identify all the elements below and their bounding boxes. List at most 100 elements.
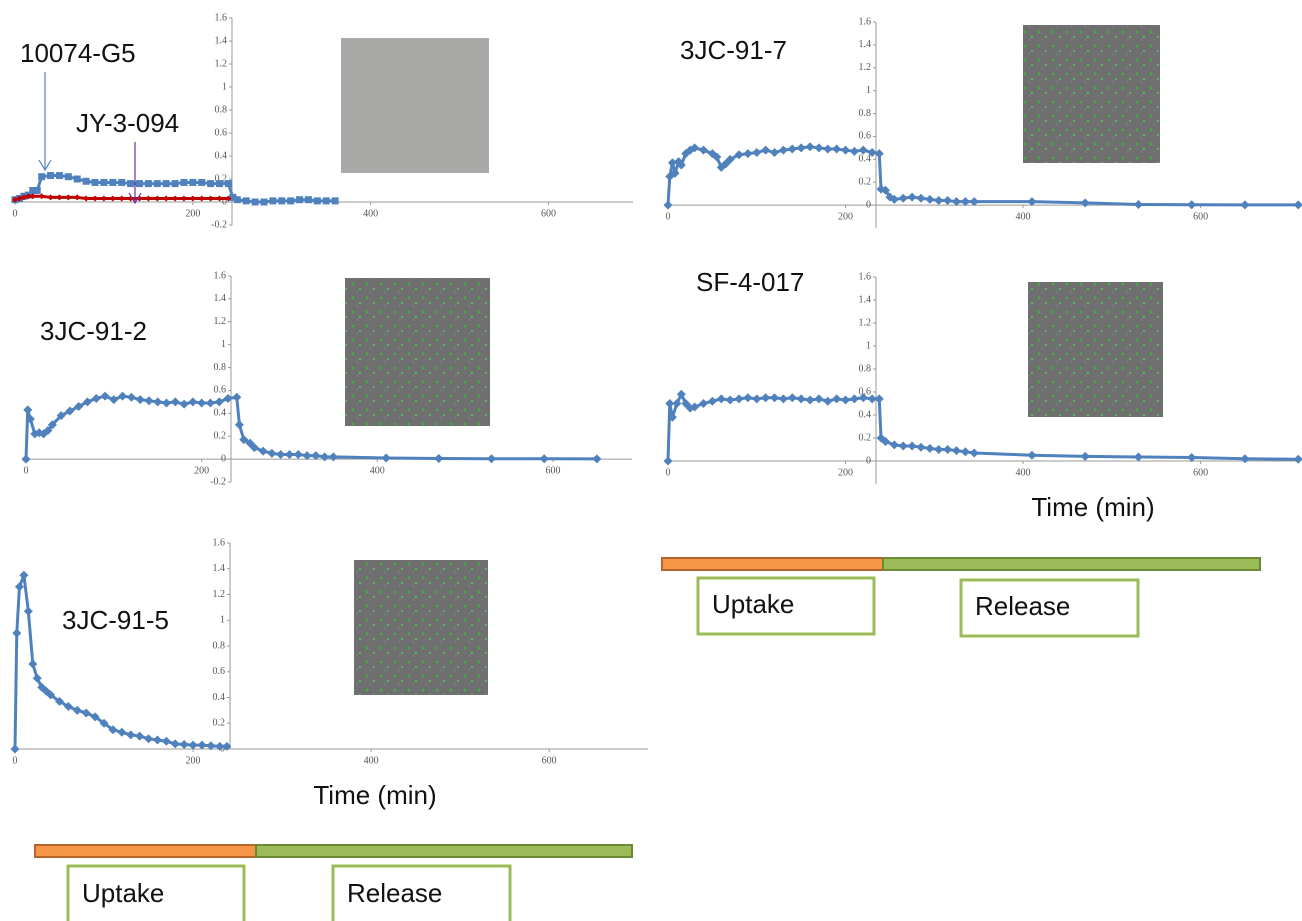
marker xyxy=(743,149,753,159)
y-tick-label: 1 xyxy=(221,339,226,350)
marker xyxy=(12,196,18,203)
marker xyxy=(82,397,92,407)
marker xyxy=(969,448,979,458)
y-tick-label: 1.2 xyxy=(213,589,226,600)
chart: 0 0.2 0.4 0.6 0.8 1 1.2 1.4 1.6 0 200 400 600 3JC-91-… xyxy=(663,16,1302,228)
marker xyxy=(761,393,771,403)
marker xyxy=(46,690,56,700)
marker xyxy=(667,158,677,168)
marker xyxy=(47,420,57,430)
marker xyxy=(109,178,117,186)
marker xyxy=(29,193,36,200)
release-label: Release xyxy=(347,878,442,908)
marker xyxy=(109,195,116,202)
marker xyxy=(916,193,926,203)
marker xyxy=(752,394,762,404)
release-bar xyxy=(882,557,1261,571)
y-tick-label: 1.2 xyxy=(859,62,872,73)
marker xyxy=(161,736,171,746)
marker xyxy=(328,452,338,462)
marker xyxy=(189,195,196,202)
uptake-label: Uptake xyxy=(82,878,164,908)
marker xyxy=(144,734,154,744)
marker xyxy=(667,412,677,422)
chart-title: SF-4-017 xyxy=(696,267,804,297)
marker xyxy=(189,178,197,186)
marker xyxy=(304,196,312,204)
y-tick-label: 1.6 xyxy=(213,537,226,548)
marker xyxy=(898,193,908,203)
marker xyxy=(925,194,935,204)
marker xyxy=(260,198,268,206)
micrograph xyxy=(354,560,488,695)
marker xyxy=(216,180,224,188)
marker xyxy=(721,159,731,169)
y-tick-label: 0 xyxy=(222,196,227,207)
marker xyxy=(898,441,908,451)
y-tick-label: 1.4 xyxy=(215,35,228,46)
marker xyxy=(311,451,321,461)
marker xyxy=(849,394,859,404)
marker xyxy=(670,168,680,178)
y-tick-label: 0 xyxy=(220,743,225,754)
marker xyxy=(725,154,735,164)
marker xyxy=(154,195,161,202)
arrow-head xyxy=(38,159,52,172)
marker xyxy=(716,394,726,404)
marker xyxy=(99,718,109,728)
marker xyxy=(23,606,33,616)
y-tick-label: -0.2 xyxy=(211,219,227,230)
marker xyxy=(805,142,815,152)
x-tick-label: 400 xyxy=(363,208,378,219)
marker xyxy=(676,160,686,170)
series-line xyxy=(666,145,1299,207)
marker xyxy=(743,393,753,403)
marker xyxy=(21,454,31,464)
marker xyxy=(135,731,145,741)
x-tick-label: 400 xyxy=(1016,467,1031,478)
marker xyxy=(1027,450,1037,460)
marker xyxy=(787,393,797,403)
micrograph xyxy=(1028,282,1163,417)
y-tick-label: 1.2 xyxy=(215,58,228,69)
marker xyxy=(296,196,304,204)
release-label: Release xyxy=(975,591,1070,621)
marker xyxy=(163,195,170,202)
y-tick-label: 0.6 xyxy=(215,127,228,138)
x-tick-label: 600 xyxy=(542,755,557,766)
marker xyxy=(681,399,691,408)
marker xyxy=(1187,453,1197,463)
marker xyxy=(934,196,944,206)
marker xyxy=(814,394,824,404)
marker xyxy=(144,180,152,188)
marker xyxy=(284,450,294,460)
marker xyxy=(162,398,172,408)
marker xyxy=(100,195,107,202)
marker xyxy=(1187,200,1197,210)
marker xyxy=(239,435,249,445)
marker xyxy=(943,445,953,454)
marker xyxy=(752,147,762,157)
y-tick-label: 0.4 xyxy=(214,408,227,419)
marker xyxy=(74,194,81,201)
x-tick-label: 200 xyxy=(838,467,853,478)
marker xyxy=(778,394,788,404)
uptake-label: Uptake xyxy=(712,589,794,619)
release-box xyxy=(331,864,512,921)
marker xyxy=(874,149,884,159)
marker xyxy=(960,447,970,457)
marker xyxy=(232,392,242,402)
marker xyxy=(1027,197,1037,207)
y-tick-label: 0.6 xyxy=(859,131,872,142)
marker xyxy=(233,196,241,204)
marker xyxy=(592,454,602,464)
marker xyxy=(188,740,198,750)
marker xyxy=(841,395,851,405)
marker xyxy=(778,145,788,155)
marker xyxy=(672,399,682,408)
marker xyxy=(127,180,135,188)
marker xyxy=(63,702,73,712)
marker xyxy=(858,145,868,155)
marker xyxy=(172,195,179,202)
y-tick-label: 1.2 xyxy=(859,317,872,328)
